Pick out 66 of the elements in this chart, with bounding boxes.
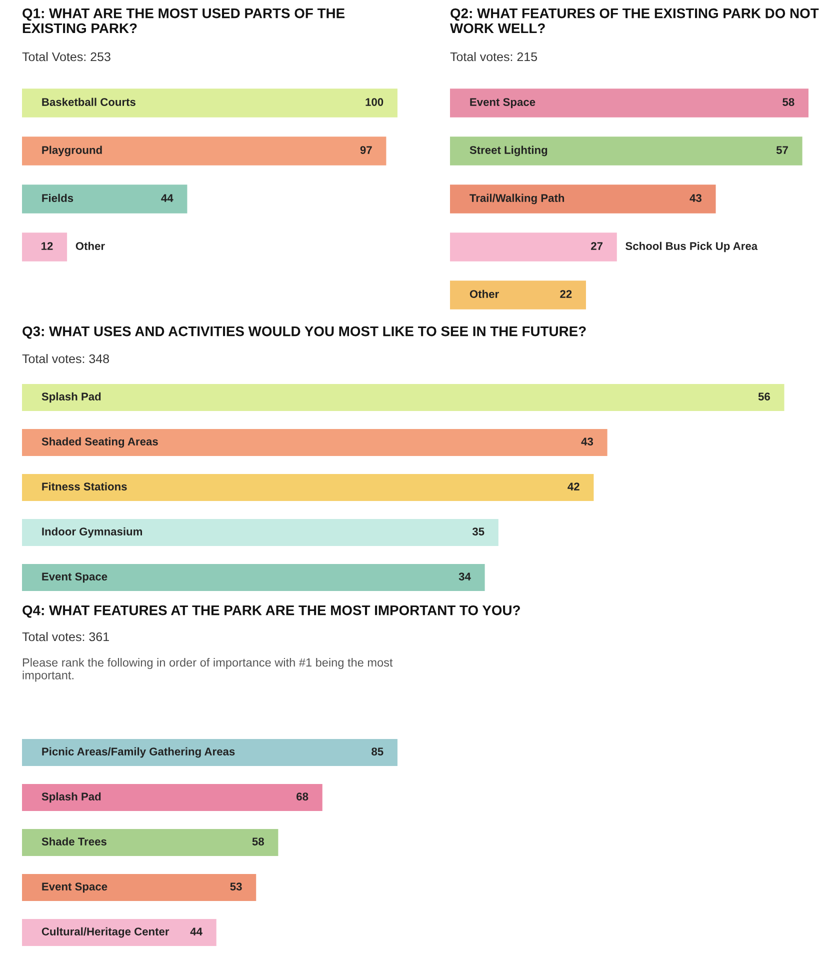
category-label: Shaded Seating Areas — [42, 437, 158, 448]
data-label: 43 — [581, 438, 594, 446]
bar — [22, 384, 784, 411]
bar — [450, 136, 802, 166]
chart-title: Q1: WHAT ARE THE MOST USED PARTS OF THE EXISTING PARK? — [22, 8, 345, 34]
data-label: 35 — [472, 528, 484, 536]
bar — [22, 784, 322, 811]
chart-title: Q2: WHAT FEATURES OF THE EXISTING PARK DO NOT WORK WELL? — [450, 8, 819, 34]
bar — [22, 429, 608, 456]
data-label: 22 — [560, 290, 572, 298]
chart-subtitle: Total votes: 215 — [450, 52, 538, 62]
bar — [450, 232, 617, 262]
data-label: 68 — [296, 792, 308, 800]
category-label: Event Space — [470, 98, 536, 108]
data-label: 58 — [252, 838, 264, 846]
bar — [22, 829, 278, 856]
data-label: 53 — [230, 882, 242, 890]
category-label: Trail/Walking Path — [470, 194, 564, 204]
category-label: Fields — [42, 194, 74, 202]
chart-subtitle: Total votes: 361 — [22, 632, 109, 642]
chart-subtitle: Total Votes: 253 — [22, 52, 110, 62]
bar — [22, 519, 498, 546]
data-label: 44 — [190, 928, 202, 936]
bar — [22, 874, 256, 901]
data-label: 12 — [42, 242, 53, 250]
data-label: 34 — [458, 572, 471, 580]
category-label: Event Space — [42, 572, 108, 583]
chart-title: Q4: WHAT FEATURES AT THE PARK ARE THE MOST IMPORTANT TO YOU? — [22, 605, 520, 618]
data-label: 44 — [161, 194, 174, 202]
bar — [450, 280, 586, 310]
chart-subtitle: Total votes: 348 — [22, 354, 110, 364]
chart-title: Q3: WHAT USES AND ACTIVITIES WOULD YOU MOST LIKE TO SEE IN THE FUTURE? — [22, 326, 586, 339]
data-label: 57 — [776, 146, 788, 154]
category-label: Splash Pad — [42, 792, 101, 803]
bar — [22, 919, 216, 946]
category-label: Fitness Stations — [42, 482, 127, 490]
category-label: Basketball Courts — [42, 98, 136, 106]
category-label: Other — [76, 242, 105, 250]
category-label: Street Lighting — [470, 146, 548, 156]
bar — [22, 184, 188, 214]
data-label: 43 — [690, 194, 702, 202]
data-label: 58 — [782, 98, 794, 106]
bar — [22, 88, 398, 118]
text: Please rank the following in order of importance with #1 being the most important. — [22, 658, 393, 682]
data-label: 100 — [366, 98, 384, 106]
category-label: Shade Trees — [42, 837, 106, 846]
category-label: Splash Pad — [42, 392, 101, 403]
bar — [450, 88, 808, 118]
bar — [22, 136, 386, 166]
category-label: Cultural/Heritage Center — [42, 927, 170, 938]
data-label: 42 — [568, 482, 580, 490]
bar — [22, 474, 594, 501]
category-label: Playground — [42, 146, 102, 156]
data-label: 97 — [360, 146, 372, 154]
bar — [22, 232, 68, 262]
category-label: Other — [470, 290, 499, 298]
category-label: Event Space — [42, 882, 108, 893]
data-label: 27 — [591, 242, 603, 250]
category-label: School Bus Pick Up Area — [626, 242, 758, 252]
category-label: Picnic Areas/Family Gathering Areas — [42, 747, 235, 758]
bar — [22, 739, 398, 766]
bar — [22, 564, 485, 591]
category-label: Indoor Gymnasium — [42, 527, 142, 538]
bar — [450, 184, 716, 214]
data-label: 85 — [372, 748, 384, 756]
data-label: 56 — [758, 392, 770, 400]
